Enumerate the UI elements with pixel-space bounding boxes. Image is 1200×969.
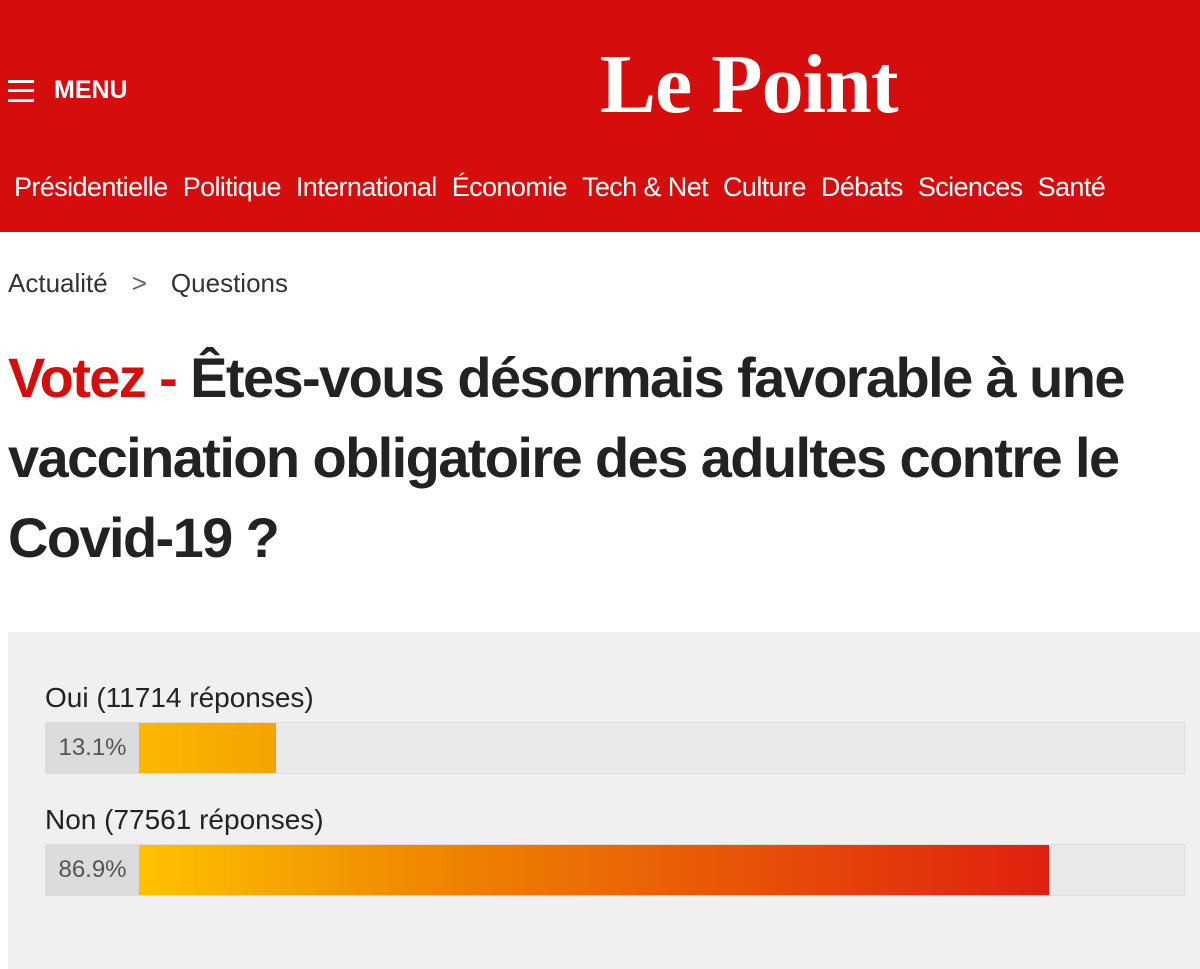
breadcrumb-separator: > [131,268,147,298]
bar-track: 13.1% [45,722,1185,774]
percent-label: 86.9% [46,845,139,895]
nav: Présidentielle Politique International Écon… [14,172,1200,203]
title-question: Êtes-vous désormais favorable à une vacc… [8,346,1125,569]
poll-option: Oui (11714 réponses) 13.1% [45,682,1185,774]
poll-option: Non (77561 réponses) 86.9% [45,804,1185,896]
nav-link[interactable]: Culture [723,172,806,202]
breadcrumb-link[interactable]: Actualité [8,268,108,298]
nav-link[interactable]: Sciences [917,172,1023,202]
nav-link[interactable]: Présidentielle [14,172,168,202]
breadcrumb: Actualité > Questions [8,268,288,299]
title: Votez - Êtes-vous désormais favorable à … [8,338,1193,578]
logo[interactable]: Le Point [600,38,899,131]
poll: Oui (11714 réponses) 13.1% Non (77561 répo… [8,632,1200,969]
header: MENU Le Point Présidentielle Politique Int… [0,0,1200,232]
option-label: Non (77561 réponses) [45,804,324,835]
bar-track: 86.9% [45,844,1185,896]
nav-link[interactable]: International [295,172,437,202]
bar-fill [139,845,1049,895]
nav-link[interactable]: Économie [451,172,568,202]
percent-label: 13.1% [46,723,139,773]
nav-link[interactable]: Tech & Net [581,172,709,202]
breadcrumb-link[interactable]: Questions [170,268,288,298]
menu-label[interactable]: MENU [54,76,128,104]
nav-link[interactable]: Politique [182,172,282,202]
menu-button[interactable]: MENU [8,76,128,105]
hamburger-icon [8,79,34,102]
title-prefix: Votez - [8,346,178,409]
nav-link[interactable]: Santé [1037,172,1106,202]
option-label: Oui (11714 réponses) [45,682,314,713]
nav-link[interactable]: Débats [820,172,904,202]
bar-fill [139,723,277,773]
